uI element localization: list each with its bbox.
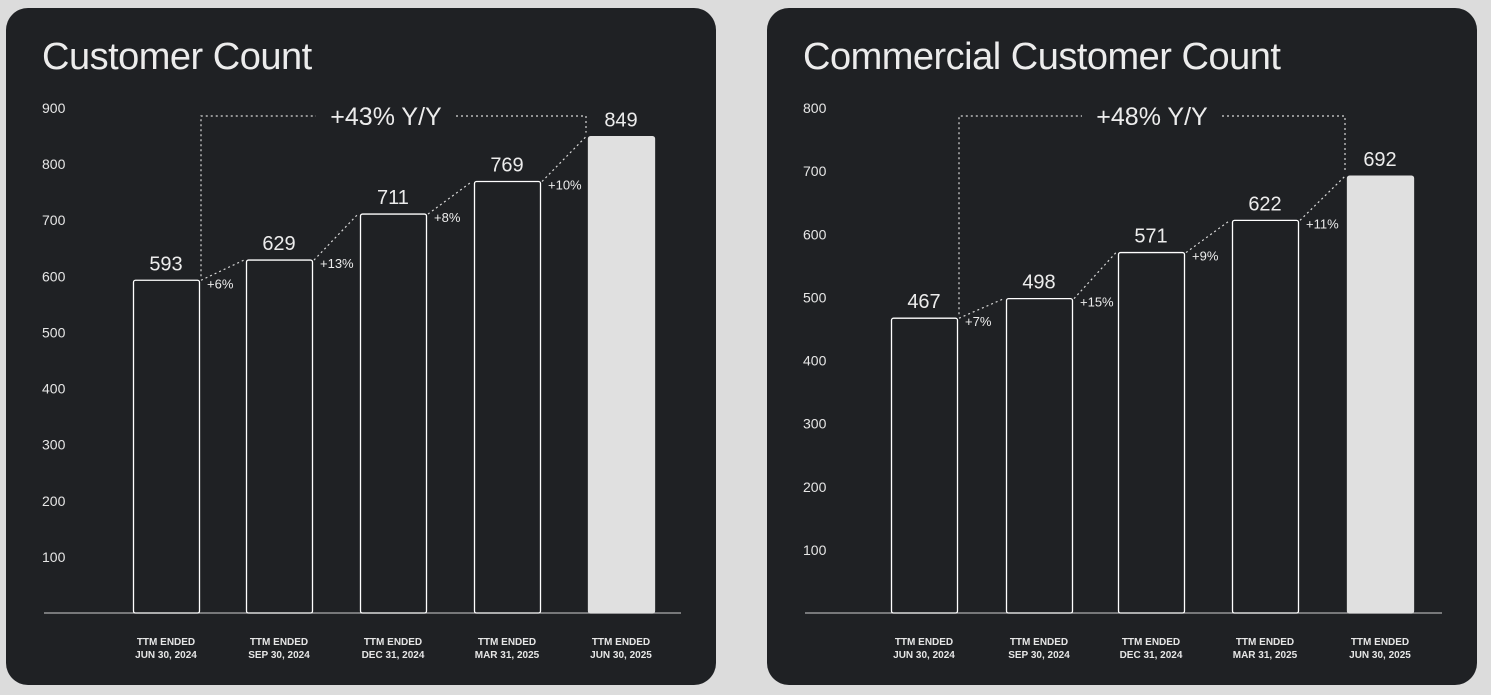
bar-value-label: 571 xyxy=(1134,226,1167,248)
bar xyxy=(359,213,428,614)
growth-label: +9% xyxy=(1192,249,1219,264)
bar-value-label: 498 xyxy=(1022,272,1055,294)
bar-value-label: 622 xyxy=(1248,193,1281,215)
bar xyxy=(1346,175,1415,614)
customer-count-chart: 100 200 300 400 500 600 700 800 900 593 TTM ENDED J… xyxy=(42,100,681,661)
y-tick-label: 200 xyxy=(42,493,66,509)
y-tick-label: 400 xyxy=(42,381,66,397)
growth-connector xyxy=(1185,219,1231,254)
bar xyxy=(1117,251,1186,614)
growth-label: +15% xyxy=(1080,295,1114,310)
y-tick-label: 600 xyxy=(42,268,66,284)
growth-label: +11% xyxy=(1306,216,1339,231)
x-tick-label: TTM ENDED JUN 30, 2024 xyxy=(135,637,197,661)
x-tick-label: TTM ENDED JUN 30, 2025 xyxy=(1349,637,1411,661)
y-tick-label: 400 xyxy=(803,353,827,369)
bar-value-label: 629 xyxy=(262,233,295,255)
y-tick-label: 100 xyxy=(42,549,66,565)
y-tick-label: 500 xyxy=(803,289,827,305)
bar xyxy=(245,259,314,614)
commercial-customer-count-chart: 100 200 300 400 500 600 700 800 467 TTM ENDED JUN … xyxy=(803,100,1442,661)
x-tick-label: TTM ENDED MAR 31, 2025 xyxy=(475,637,540,661)
y-tick-label: 900 xyxy=(42,100,66,116)
x-tick-label: TTM ENDED DEC 31, 2024 xyxy=(1120,637,1183,661)
bar xyxy=(890,317,959,614)
y-tick-label: 100 xyxy=(803,542,827,558)
x-tick-label: TTM ENDED SEP 30, 2024 xyxy=(248,637,310,661)
y-tick-label: 300 xyxy=(803,416,827,432)
growth-label: +10% xyxy=(548,178,582,193)
yoy-bracket-left xyxy=(200,115,316,277)
bar-value-label: 711 xyxy=(377,187,409,209)
yoy-growth-label: +43% Y/Y xyxy=(330,103,442,131)
x-tick-label: TTM ENDED MAR 31, 2025 xyxy=(1233,637,1298,661)
bar-value-label: 769 xyxy=(490,155,523,177)
growth-connector xyxy=(541,136,587,182)
growth-label: +7% xyxy=(965,314,992,329)
growth-label: +8% xyxy=(434,210,461,225)
yoy-bracket-right xyxy=(1222,115,1346,173)
bar-value-label: 692 xyxy=(1363,149,1396,171)
y-tick-label: 200 xyxy=(803,479,827,495)
growth-label: +6% xyxy=(207,276,234,291)
yoy-bracket-left xyxy=(958,115,1082,315)
y-tick-label: 300 xyxy=(42,437,66,453)
bar xyxy=(132,279,201,614)
x-tick-label: TTM ENDED SEP 30, 2024 xyxy=(1008,637,1070,661)
y-tick-label: 700 xyxy=(42,212,66,228)
y-tick-label: 800 xyxy=(42,156,66,172)
bar-value-label: 593 xyxy=(149,253,182,275)
y-tick-label: 600 xyxy=(803,226,827,242)
growth-connector xyxy=(1073,252,1117,300)
yoy-growth-label: +48% Y/Y xyxy=(1096,103,1208,131)
y-tick-label: 500 xyxy=(42,324,66,340)
growth-connector xyxy=(427,181,473,215)
x-tick-label: TTM ENDED DEC 31, 2024 xyxy=(362,637,425,661)
growth-connector xyxy=(313,213,359,261)
bar xyxy=(587,135,656,614)
growth-connector xyxy=(958,298,1005,319)
bar xyxy=(473,180,542,614)
y-tick-label: 800 xyxy=(803,100,827,116)
yoy-bracket-right xyxy=(456,115,587,133)
y-tick-label: 700 xyxy=(803,163,827,179)
chart-title: Commercial Customer Count xyxy=(803,36,1281,78)
bar xyxy=(1005,297,1074,614)
bar-value-label: 849 xyxy=(604,110,637,132)
growth-connector xyxy=(1299,175,1346,221)
growth-label: +13% xyxy=(320,256,354,271)
x-tick-label: TTM ENDED JUN 30, 2024 xyxy=(893,637,955,661)
chart-title: Customer Count xyxy=(42,36,312,78)
bar xyxy=(1231,219,1300,614)
x-tick-label: TTM ENDED JUN 30, 2025 xyxy=(590,637,652,661)
commercial-customer-count-panel: Commercial Customer Count 100 200 300 400 50… xyxy=(767,8,1477,685)
customer-count-panel: Customer Count 100 200 300 400 500 600 700 800 9… xyxy=(6,8,716,685)
bar-value-label: 467 xyxy=(907,291,940,313)
